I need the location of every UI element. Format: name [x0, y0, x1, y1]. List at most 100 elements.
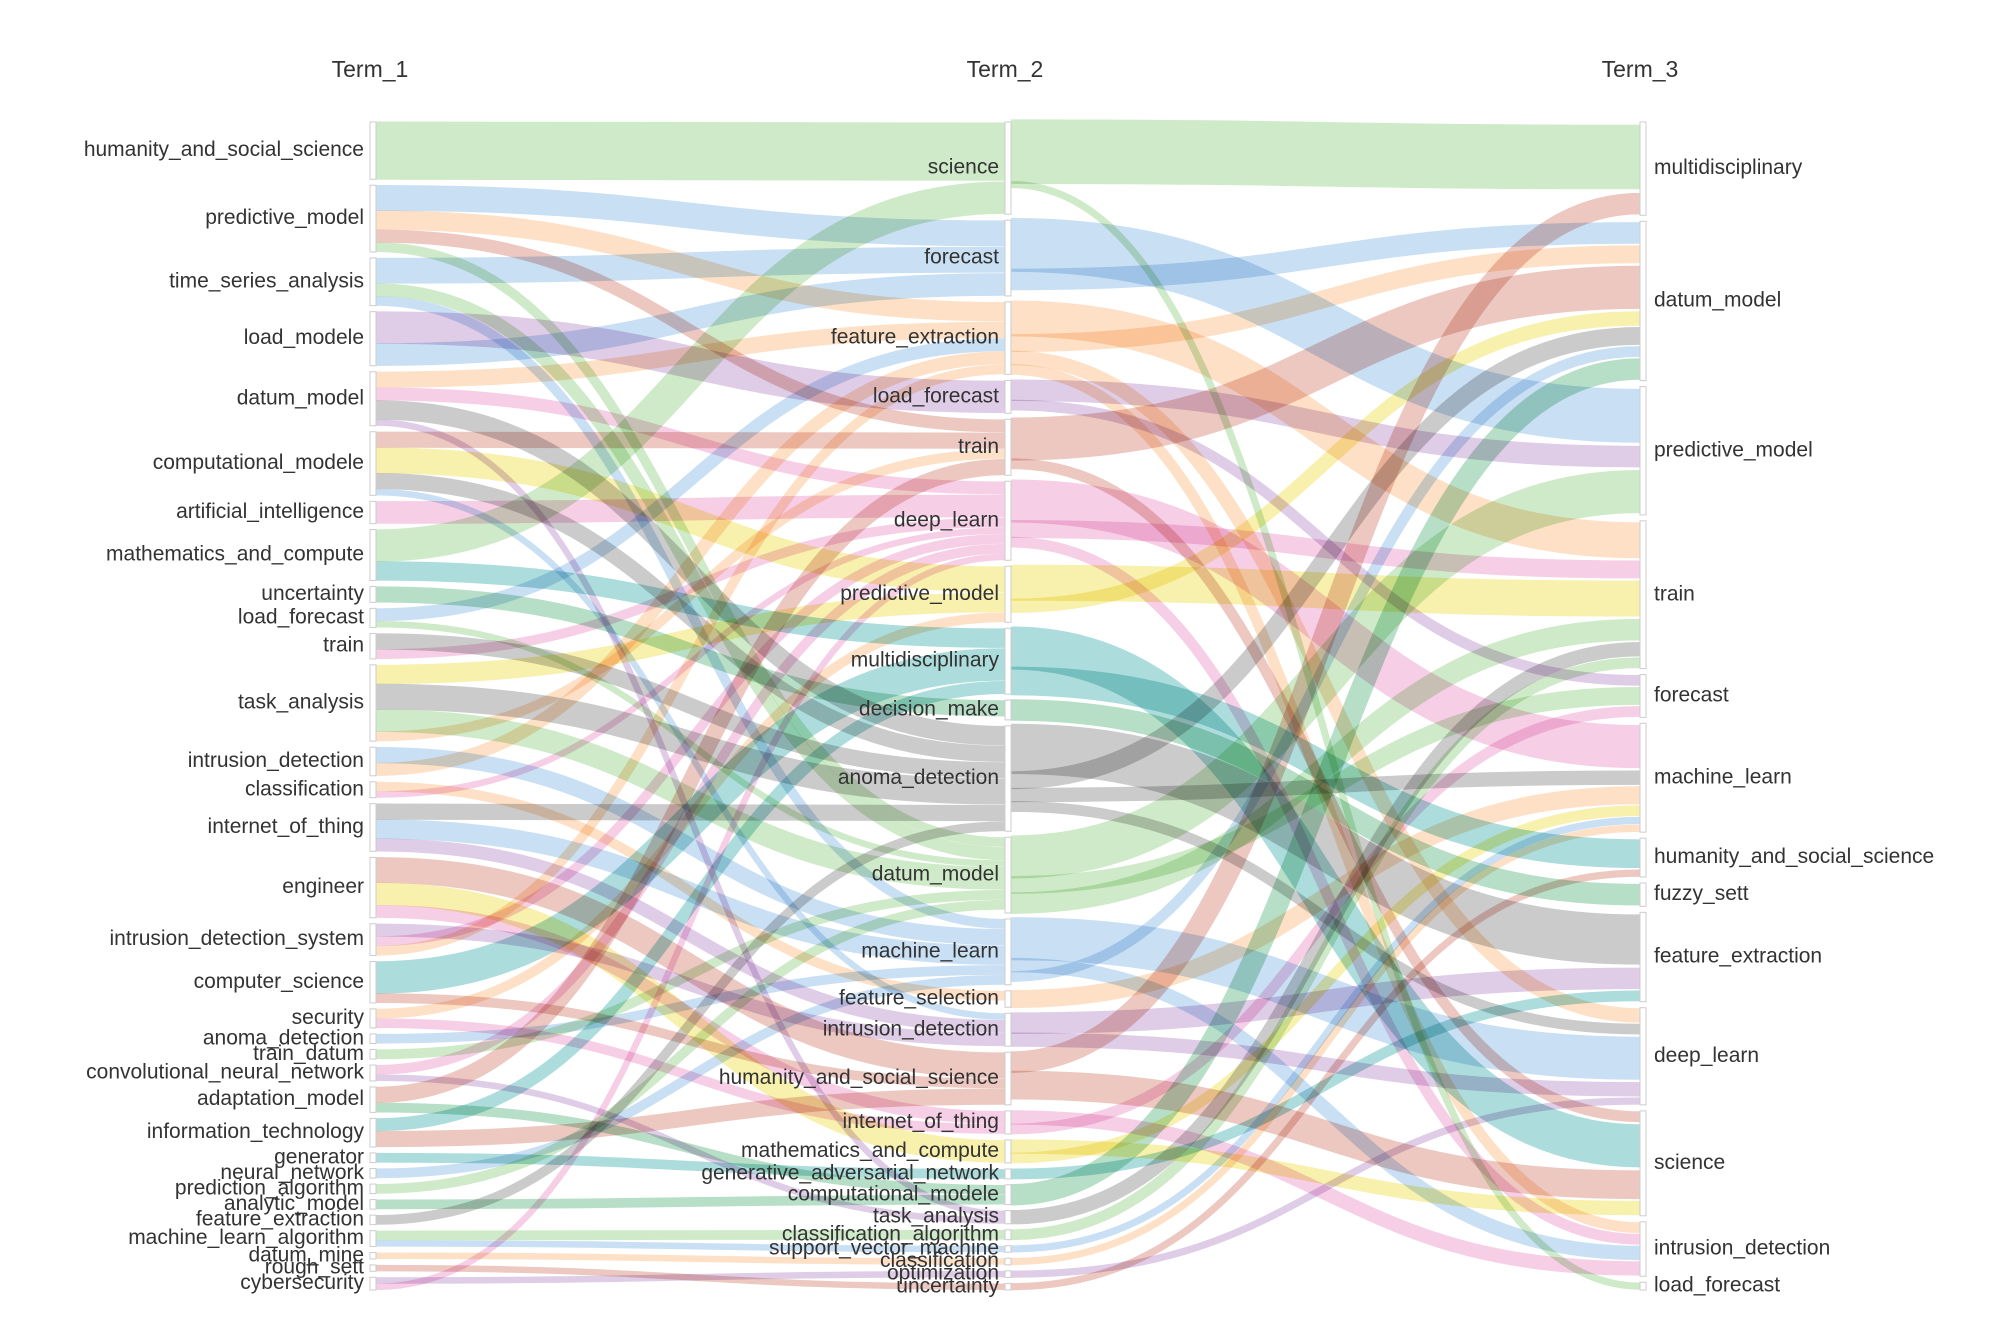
node-3-train[interactable]	[1639, 520, 1647, 670]
node-2-optimization[interactable]	[1004, 1270, 1012, 1278]
node-1-cybersecurity[interactable]	[369, 1276, 377, 1291]
node-3-fuzzy-sett[interactable]	[1639, 882, 1647, 907]
node-2-load-forecast[interactable]	[1004, 379, 1012, 414]
node-2-decision-make[interactable]	[1004, 699, 1012, 721]
column-title-term-3: Term_3	[1602, 56, 1679, 82]
node-3-humanity-and-social-science[interactable]	[1639, 837, 1647, 878]
link-stage1-adaptation-model-to-train	[375, 458, 1006, 1103]
node-2-anoma-detection[interactable]	[1004, 725, 1012, 832]
column-title-term-2: Term_2	[967, 56, 1044, 82]
node-2-internet-of-thing[interactable]	[1004, 1110, 1012, 1135]
node-3-forecast[interactable]	[1639, 674, 1647, 718]
node-3-science[interactable]	[1639, 1110, 1647, 1217]
node-2-forecast[interactable]	[1004, 219, 1012, 297]
node-2-feature-selection[interactable]	[1004, 990, 1012, 1008]
link-stage2-anoma-detection-to-datum-model	[1010, 326, 1641, 790]
node-label-2-optimization: optimization	[887, 1262, 999, 1285]
link-stage1-neural-network-to-machine-learn	[375, 975, 1006, 1179]
node-1-datum-mine[interactable]	[369, 1252, 377, 1260]
node-1-train-datum[interactable]	[369, 1049, 377, 1060]
node-3-intrusion-detection[interactable]	[1639, 1221, 1647, 1277]
node-1-task-analysis[interactable]	[369, 664, 377, 742]
node-2-mathematics-and-compute[interactable]	[1004, 1139, 1012, 1164]
node-2-support-vector-machine[interactable]	[1004, 1245, 1012, 1253]
node-1-adaptation-model[interactable]	[369, 1086, 377, 1113]
node-3-feature-extraction[interactable]	[1639, 911, 1647, 1003]
node-2-intrusion-detection[interactable]	[1004, 1012, 1012, 1047]
node-1-rough-sett[interactable]	[369, 1264, 377, 1272]
node-3-deep-learn[interactable]	[1639, 1007, 1647, 1106]
node-2-deep-learn[interactable]	[1004, 480, 1012, 561]
node-2-classification[interactable]	[1004, 1257, 1012, 1266]
link-stage1-internet-of-thing-to-machine-learn	[375, 819, 1006, 965]
node-1-security[interactable]	[369, 1008, 377, 1029]
link-stage1-train-to-deep-learn	[375, 517, 1006, 659]
node-1-neural-network[interactable]	[369, 1168, 377, 1179]
node-label-3-multidisciplinary: multidisciplinary	[1654, 156, 1803, 179]
node-1-generator[interactable]	[369, 1152, 377, 1164]
node-2-generative-adversarial-network[interactable]	[1004, 1168, 1012, 1180]
node-1-uncertainty[interactable]	[369, 585, 377, 603]
node-2-multidisciplinary[interactable]	[1004, 627, 1012, 695]
node-1-convolutional-neural-network[interactable]	[369, 1064, 377, 1082]
node-2-uncertainty[interactable]	[1004, 1282, 1012, 1291]
node-label-3-fuzzy-sett: fuzzy_sett	[1654, 882, 1749, 905]
node-2-predictive-model[interactable]	[1004, 565, 1012, 623]
node-2-task-analysis[interactable]	[1004, 1210, 1012, 1225]
node-3-datum-model[interactable]	[1639, 220, 1647, 382]
node-1-prediction-algorithm[interactable]	[369, 1183, 377, 1195]
link-stage1-load-forecast-to-feature-extraction	[375, 338, 1006, 622]
node-1-anoma-detection[interactable]	[369, 1033, 377, 1045]
node-label-1-time-series-analysis: time_series_analysis	[169, 269, 364, 292]
node-label-3-load-forecast: load_forecast	[1654, 1274, 1780, 1297]
node-2-science[interactable]	[1004, 121, 1012, 215]
node-2-classification-algorithm[interactable]	[1004, 1229, 1012, 1241]
node-1-humanity-and-social-science[interactable]	[369, 121, 377, 180]
node-1-artificial-intelligence[interactable]	[369, 500, 377, 525]
node-1-time-series-analysis[interactable]	[369, 257, 377, 307]
link-stage1-analytic-model-to-computational-modele	[375, 1194, 1006, 1210]
node-label-3-science: science	[1654, 1151, 1725, 1174]
node-1-intrusion-detection[interactable]	[369, 746, 377, 777]
node-label-1-machine-learn-algorithm: machine_learn_algorithm	[128, 1226, 364, 1249]
node-1-feature-extraction[interactable]	[369, 1214, 377, 1226]
link-stage1-information-technology-to-multidisciplinary	[375, 681, 1006, 1132]
node-1-train[interactable]	[369, 632, 377, 660]
link-stage1-convolutional-neural-network-to-deep-learn	[375, 543, 1006, 1075]
node-2-humanity-and-social-science[interactable]	[1004, 1051, 1012, 1106]
node-1-mathematics-and-compute[interactable]	[369, 529, 377, 581]
node-1-information-technology[interactable]	[369, 1117, 377, 1148]
node-1-computational-modele[interactable]	[369, 431, 377, 496]
node-1-internet-of-thing[interactable]	[369, 803, 377, 852]
node-2-datum-model[interactable]	[1004, 836, 1012, 914]
links-layer	[375, 119, 1641, 1291]
node-3-machine-learn[interactable]	[1639, 722, 1647, 833]
node-1-analytic-model[interactable]	[369, 1199, 377, 1210]
node-1-datum-model[interactable]	[369, 371, 377, 427]
node-1-predictive-model[interactable]	[369, 184, 377, 253]
node-1-load-modele[interactable]	[369, 311, 377, 367]
node-2-train[interactable]	[1004, 418, 1012, 476]
node-1-load-forecast[interactable]	[369, 607, 377, 628]
node-label-2-anoma-detection: anoma_detection	[838, 766, 999, 789]
node-label-2-machine-learn: machine_learn	[861, 939, 999, 962]
node-3-load-forecast[interactable]	[1639, 1281, 1647, 1291]
link-stage1-humanity-and-social-science-to-science	[375, 121, 1006, 181]
node-2-computational-modele[interactable]	[1004, 1184, 1012, 1206]
node-3-multidisciplinary[interactable]	[1639, 121, 1647, 216]
link-stage2-science-to-multidisciplinary	[1010, 119, 1641, 190]
node-1-classification[interactable]	[369, 781, 377, 799]
node-1-computer-science[interactable]	[369, 961, 377, 1004]
node-label-2-train: train	[958, 435, 999, 458]
node-2-machine-learn[interactable]	[1004, 918, 1012, 986]
link-stage1-datum-mine-to-classification	[375, 1252, 1006, 1265]
node-1-machine-learn-algorithm[interactable]	[369, 1230, 377, 1248]
node-2-feature-extraction[interactable]	[1004, 301, 1012, 375]
node-3-predictive-model[interactable]	[1639, 386, 1647, 516]
node-label-1-internet-of-thing: internet_of_thing	[208, 815, 364, 838]
node-label-1-datum-model: datum_model	[237, 386, 364, 409]
node-1-engineer[interactable]	[369, 856, 377, 919]
node-1-intrusion-detection-system[interactable]	[369, 923, 377, 957]
node-label-1-load-forecast: load_forecast	[238, 605, 364, 628]
